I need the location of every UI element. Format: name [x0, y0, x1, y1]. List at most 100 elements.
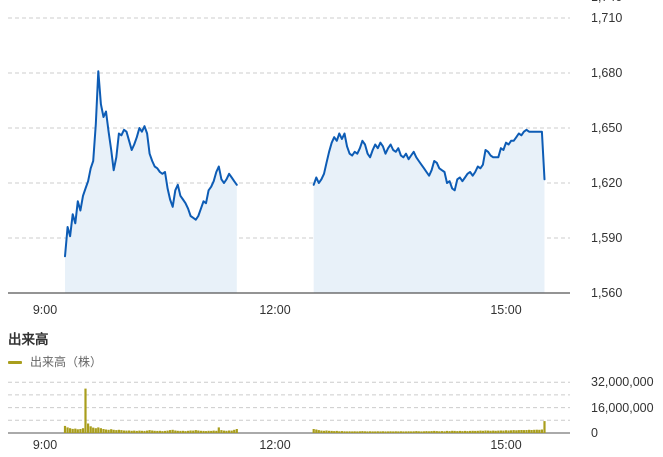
volume-bar [76, 429, 79, 433]
volume-bar [79, 429, 82, 433]
volume-bar [110, 429, 113, 433]
volume-bar [328, 430, 331, 433]
volume-bar [345, 431, 349, 433]
volume-bar [220, 430, 223, 433]
volume-bar [461, 431, 464, 433]
volume-bar [230, 430, 233, 433]
volume-bar [456, 431, 459, 433]
volume-bar [69, 428, 72, 433]
volume-bar [335, 430, 338, 433]
volume-bar [481, 430, 484, 433]
price-x-tick-label: 15:00 [490, 303, 522, 317]
volume-bar [420, 431, 423, 433]
volume-bar [189, 430, 192, 433]
volume-bar [125, 430, 128, 433]
volume-bar [392, 431, 395, 433]
volume-bar [228, 430, 231, 433]
volume-bar [184, 431, 187, 433]
volume-bar [476, 430, 479, 433]
volume-bar [207, 430, 210, 433]
volume-bar [430, 431, 433, 433]
volume-bar [369, 431, 372, 433]
volume-legend-dash-icon [8, 360, 22, 364]
volume-y-tick-label: 0 [591, 426, 598, 440]
volume-bar [463, 430, 467, 433]
volume-bar [492, 430, 495, 433]
volume-bar [117, 429, 120, 433]
volume-bar [158, 430, 161, 433]
volume-bar [112, 429, 115, 433]
volume-bar [356, 431, 359, 433]
volume-bar [333, 431, 336, 433]
volume-bar [133, 430, 136, 433]
volume-x-tick-label: 9:00 [32, 438, 58, 452]
volume-bar [84, 388, 87, 433]
volume-bar [210, 430, 213, 433]
price-line [64, 70, 238, 258]
volume-bar [399, 431, 402, 433]
volume-bar [510, 430, 513, 433]
volume-bar [458, 430, 461, 433]
volume-bar [343, 431, 346, 433]
volume-bar [179, 430, 182, 433]
volume-bar [87, 423, 90, 433]
volume-x-tick-label: 12:00 [259, 438, 291, 452]
volume-legend-label: 出来高（株） [30, 355, 103, 369]
volume-bar [140, 430, 143, 433]
volume-bar [512, 430, 515, 433]
volume-bar [407, 431, 410, 433]
volume-bar [204, 431, 208, 433]
volume-bar [104, 429, 108, 433]
volume-bar [194, 430, 197, 433]
volume-bar [97, 427, 100, 433]
volume-bar [340, 431, 343, 433]
volume-bar [425, 431, 428, 433]
volume-bar [387, 431, 390, 433]
volume-bar [358, 431, 361, 433]
volume-bar [504, 430, 508, 433]
volume-bar [353, 431, 356, 433]
volume-bar [535, 429, 538, 433]
volume-bar [317, 430, 320, 433]
price-y-tick-label: 1,710 [591, 11, 623, 25]
volume-bar [402, 431, 405, 433]
price-x-tick-label: 12:00 [259, 303, 291, 317]
volume-bar [445, 430, 449, 433]
volume-bar [487, 430, 490, 433]
price-y-tick-label: 1,650 [591, 121, 623, 135]
volume-bar [115, 430, 118, 433]
volume-bar [412, 431, 415, 433]
volume-bar [322, 430, 326, 433]
volume-bar [379, 431, 382, 433]
volume-bar [348, 431, 351, 433]
volume-bar [540, 429, 543, 433]
volume-bar [102, 429, 105, 433]
volume-bar [135, 430, 138, 433]
volume-bar [451, 430, 454, 433]
volume-bar [469, 430, 472, 433]
volume-bar [225, 430, 228, 433]
volume-bar [89, 426, 92, 433]
volume-bar [499, 430, 502, 433]
volume-bar [187, 430, 190, 433]
volume-bar [497, 430, 500, 433]
price-x-tick-label: 9:00 [32, 303, 58, 317]
price-y-tick-label: 1,680 [591, 66, 623, 80]
volume-bar [312, 429, 315, 433]
volume-bar [530, 430, 533, 433]
volume-bar [320, 430, 323, 433]
volume-bar [166, 430, 169, 433]
volume-bar [522, 430, 525, 433]
volume-bar [448, 431, 451, 433]
volume-bar [543, 421, 546, 433]
volume-bar [81, 428, 85, 433]
volume-bar [181, 430, 185, 433]
volume-bar [428, 431, 431, 433]
volume-bar [494, 430, 497, 433]
volume-bar [484, 430, 487, 433]
volume-bar [422, 431, 426, 433]
volume-bar [74, 428, 77, 433]
volume-bar [153, 430, 156, 433]
volume-bar [138, 430, 141, 433]
